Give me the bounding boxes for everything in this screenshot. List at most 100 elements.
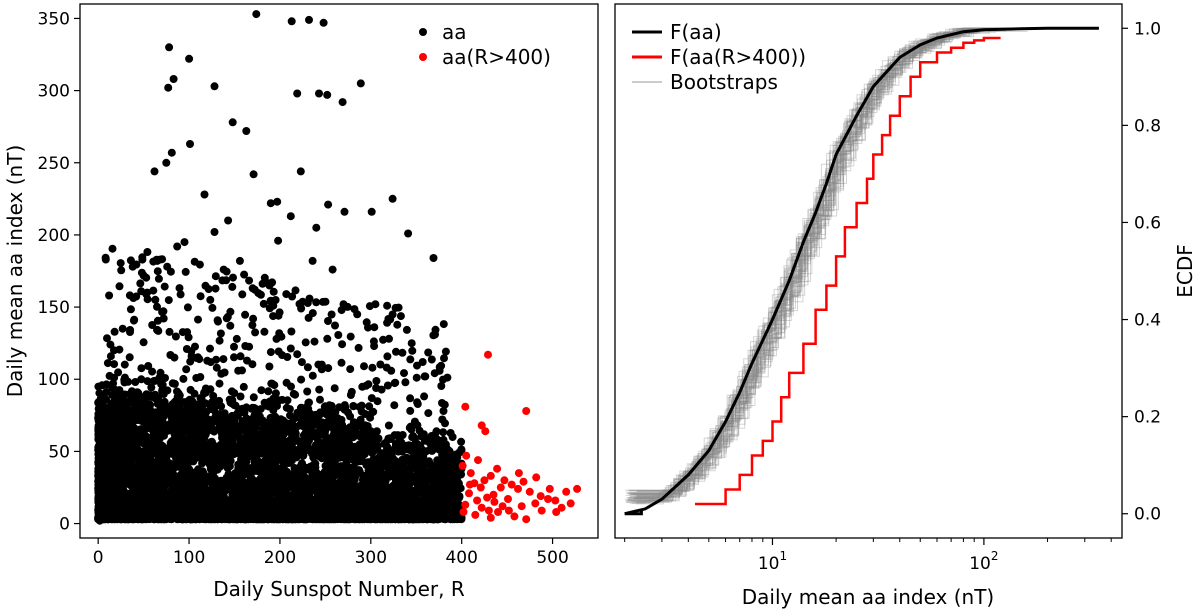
point-aa (152, 500, 161, 509)
point-aa (221, 507, 230, 516)
point-aa (131, 378, 140, 386)
point-aa (402, 472, 411, 481)
point-aa (127, 474, 136, 483)
point-aa (269, 459, 278, 468)
point-aa (217, 476, 226, 485)
point-aa (205, 459, 214, 468)
point-aa (271, 476, 280, 485)
point-aa (227, 387, 236, 396)
point-aa (224, 470, 233, 479)
point-aa (128, 449, 136, 458)
point-aa (347, 463, 356, 472)
point-aa (381, 484, 390, 493)
point-aa (344, 454, 353, 463)
point-aa (146, 400, 155, 409)
point-aa (431, 487, 440, 496)
point-aa (108, 383, 117, 392)
point-aa (105, 484, 114, 493)
point-aa (295, 477, 304, 486)
point-aa (195, 477, 204, 486)
point-aa (440, 464, 449, 472)
point-aa (334, 484, 343, 493)
point-aa (292, 468, 300, 477)
point-aa (269, 488, 277, 497)
point-aa (133, 416, 142, 424)
point-aa (143, 377, 152, 386)
point-aa (212, 483, 221, 492)
point-aa (323, 495, 332, 503)
point-aa (370, 464, 379, 473)
point-aa (157, 476, 166, 485)
point-aa (209, 392, 218, 400)
point-aa (234, 460, 243, 469)
point-aa (404, 499, 413, 508)
point-aa (157, 456, 165, 465)
point-aa (457, 437, 466, 446)
point-aa (230, 401, 239, 409)
point-aa (391, 476, 400, 484)
point-aa (247, 474, 256, 483)
point-aa (285, 476, 294, 485)
point-aa (150, 426, 159, 434)
point-aa (246, 509, 255, 518)
point-aa (409, 462, 418, 471)
point-aa (247, 415, 256, 424)
point-aa (119, 476, 127, 485)
point-aa (439, 453, 448, 462)
point-aa (425, 470, 434, 479)
point-aa (440, 479, 449, 488)
point-aa (200, 491, 209, 500)
point-aa (298, 459, 306, 468)
point-aa (413, 480, 422, 489)
point-aa (174, 473, 183, 482)
point-aa (423, 459, 432, 468)
point-aa (158, 450, 167, 458)
point-aa (183, 400, 192, 409)
point-aa (332, 497, 340, 506)
point-aa (102, 388, 111, 396)
point-aa (204, 477, 213, 486)
point-aa (274, 503, 283, 512)
point-aa (450, 475, 459, 484)
point-aa (241, 467, 250, 476)
point-aa (199, 471, 208, 480)
point-aa (442, 507, 451, 516)
point-aa (215, 422, 224, 431)
point-aa (162, 469, 170, 478)
point-aa (380, 460, 389, 469)
point-aa (198, 459, 207, 468)
point-aa (355, 467, 364, 476)
point-aa (150, 477, 158, 486)
point-aa (104, 494, 113, 503)
point-aa (370, 458, 379, 467)
point-aa (194, 515, 203, 523)
point-aa (322, 463, 331, 472)
point-aa (115, 485, 123, 494)
point-aa (303, 387, 312, 396)
point-aa (370, 483, 379, 492)
point-aa (227, 476, 236, 485)
point-aa (407, 486, 416, 495)
point-aa (365, 488, 374, 497)
point-aa (342, 515, 351, 524)
point-aa (329, 478, 338, 487)
point-aa (278, 489, 287, 498)
point-aa (386, 500, 395, 509)
point-aa (316, 408, 325, 417)
point-aa (282, 496, 291, 504)
point-aa (173, 392, 182, 401)
point-aa (372, 507, 381, 516)
point-aa (126, 503, 135, 512)
point-aa (199, 417, 208, 426)
series-aa (94, 10, 466, 525)
point-aa (257, 386, 266, 395)
point-aa (94, 382, 103, 391)
point-aa (189, 419, 197, 428)
point-aa (453, 512, 462, 521)
point-aa (225, 421, 234, 430)
point-aa (234, 509, 243, 518)
point-aa (315, 471, 324, 480)
point-aa (350, 456, 359, 465)
